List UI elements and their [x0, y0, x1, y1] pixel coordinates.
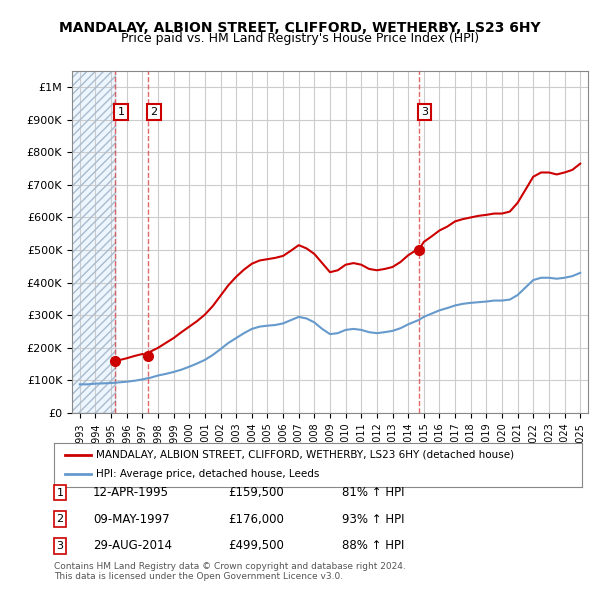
Text: HPI: Average price, detached house, Leeds: HPI: Average price, detached house, Leed… — [96, 470, 320, 479]
Text: 93% ↑ HPI: 93% ↑ HPI — [342, 513, 404, 526]
Text: 2: 2 — [56, 514, 64, 524]
Text: 3: 3 — [421, 107, 428, 117]
Text: 3: 3 — [56, 541, 64, 550]
Text: MANDALAY, ALBION STREET, CLIFFORD, WETHERBY, LS23 6HY: MANDALAY, ALBION STREET, CLIFFORD, WETHE… — [59, 21, 541, 35]
Bar — [72, 71, 116, 413]
Text: Contains HM Land Registry data © Crown copyright and database right 2024.
This d: Contains HM Land Registry data © Crown c… — [54, 562, 406, 581]
Text: 2: 2 — [151, 107, 157, 117]
Text: 1: 1 — [56, 488, 64, 497]
Text: Price paid vs. HM Land Registry's House Price Index (HPI): Price paid vs. HM Land Registry's House … — [121, 32, 479, 45]
Text: £176,000: £176,000 — [228, 513, 284, 526]
Text: 29-AUG-2014: 29-AUG-2014 — [93, 539, 172, 552]
Text: 88% ↑ HPI: 88% ↑ HPI — [342, 539, 404, 552]
Text: £159,500: £159,500 — [228, 486, 284, 499]
Text: 1: 1 — [118, 107, 125, 117]
Text: 81% ↑ HPI: 81% ↑ HPI — [342, 486, 404, 499]
Text: 09-MAY-1997: 09-MAY-1997 — [93, 513, 170, 526]
Text: £499,500: £499,500 — [228, 539, 284, 552]
Text: 12-APR-1995: 12-APR-1995 — [93, 486, 169, 499]
Text: MANDALAY, ALBION STREET, CLIFFORD, WETHERBY, LS23 6HY (detached house): MANDALAY, ALBION STREET, CLIFFORD, WETHE… — [96, 450, 514, 460]
